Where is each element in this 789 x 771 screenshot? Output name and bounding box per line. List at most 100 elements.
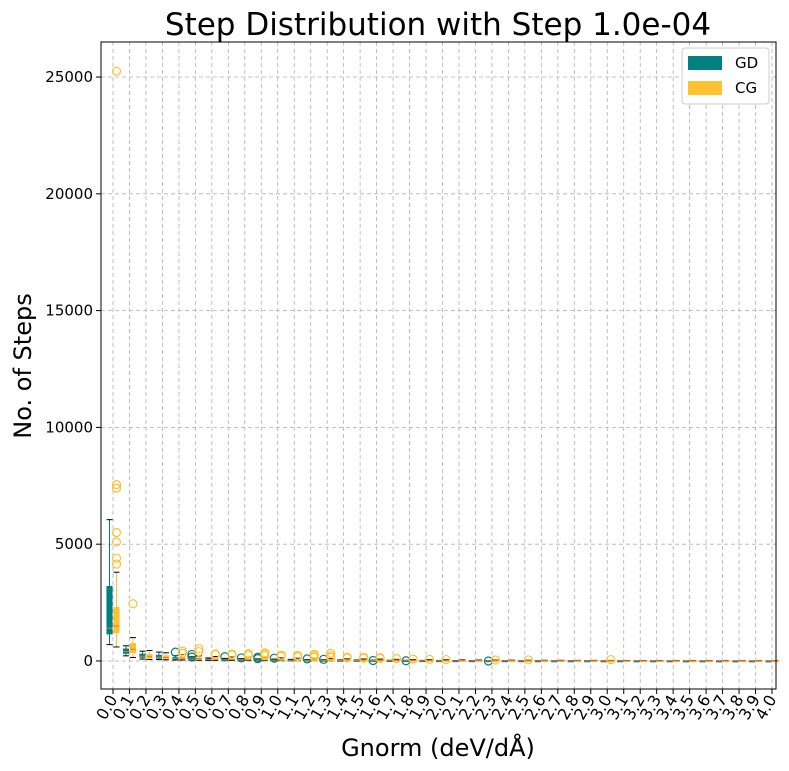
box-cg <box>326 648 336 663</box>
flier-point <box>243 648 253 659</box>
box-gd <box>567 660 574 663</box>
box-gd <box>748 660 756 663</box>
box-cg <box>342 652 352 663</box>
box-gd <box>139 650 146 660</box>
y-ticks: 0 5000 10000 15000 20000 25000 <box>45 68 101 670</box>
box-gd <box>155 651 162 661</box>
box-gd <box>584 660 591 663</box>
flier-point <box>375 653 385 663</box>
flier-point <box>128 599 138 609</box>
flier-point <box>111 527 122 538</box>
flier-point <box>111 480 122 490</box>
box-gd <box>633 660 640 663</box>
box-cg <box>640 660 647 663</box>
flier-point <box>523 655 533 665</box>
y-tick-label: 15000 <box>45 302 93 320</box>
box-gd <box>666 660 673 663</box>
box-gd <box>353 659 360 662</box>
box-cg <box>459 659 466 662</box>
box-cg <box>723 660 730 663</box>
box-cg <box>194 644 204 661</box>
box-cg <box>706 660 713 663</box>
box-cg <box>441 654 451 665</box>
flier-point <box>441 654 451 665</box>
flier-point <box>309 649 319 659</box>
box-gd <box>468 660 476 663</box>
box-cg <box>541 659 548 663</box>
flier-point <box>359 652 369 663</box>
y-tick-label: 5000 <box>55 535 93 553</box>
box-cg <box>177 646 187 661</box>
box-gd <box>518 660 525 663</box>
y-tick-label: 25000 <box>45 68 93 86</box>
box-gd <box>337 659 344 662</box>
box-gd <box>699 660 706 663</box>
box-cg <box>424 654 435 664</box>
box-gd <box>253 652 263 664</box>
box-gd <box>386 659 393 663</box>
box-cg <box>359 652 369 663</box>
box-cg <box>690 660 697 663</box>
box-body <box>139 653 146 658</box>
y-tick-label: 0 <box>83 652 93 670</box>
flier-point <box>187 652 197 662</box>
flier-point <box>177 646 187 656</box>
flier-point <box>342 652 352 662</box>
box-gd <box>683 660 690 663</box>
flier-point <box>227 649 237 659</box>
box-gd <box>617 660 624 663</box>
box-gd <box>551 660 558 663</box>
flier-point <box>424 654 435 664</box>
y-tick-label: 10000 <box>45 418 93 436</box>
box-gd <box>501 660 508 663</box>
flier-point <box>194 647 204 657</box>
y-tick-label: 20000 <box>45 185 93 203</box>
box-cg <box>162 652 169 661</box>
x-axis-label: Gnorm (deV/dÅ) <box>341 733 535 762</box>
legend-label-gd: GD <box>735 54 758 72</box>
flier-point <box>408 654 418 664</box>
flier-point <box>111 553 122 563</box>
flier-point <box>326 648 336 658</box>
box-cg <box>243 648 253 662</box>
box-cg <box>739 660 746 663</box>
box-cg <box>260 648 270 662</box>
flier-point <box>606 654 616 665</box>
flier-point <box>111 559 122 569</box>
legend-swatch-cg <box>688 81 722 95</box>
flier-point <box>111 483 122 493</box>
box-gd <box>106 519 113 646</box>
flier-point <box>260 648 270 658</box>
box-cg <box>523 655 533 665</box>
box-gd <box>435 659 443 663</box>
box-cg <box>309 649 319 662</box>
flier-point <box>326 651 336 661</box>
box-gd <box>483 656 494 666</box>
chart-title: Step Distribution with Step 1.0e-04 <box>165 7 711 43</box>
box-gd <box>716 660 723 663</box>
box-cg <box>391 654 402 664</box>
box-body <box>113 606 120 634</box>
box-cg <box>591 659 598 663</box>
box-gd <box>600 660 607 663</box>
box-cg <box>293 650 303 662</box>
flier-point <box>210 649 220 659</box>
box-cg <box>490 655 501 665</box>
flier-point <box>111 537 122 547</box>
flier-point <box>293 650 303 660</box>
box-gd <box>368 655 378 666</box>
box-gd <box>220 652 230 662</box>
box-gd <box>765 660 772 663</box>
plot-frame <box>100 41 777 690</box>
box-gd <box>287 658 294 662</box>
box-gd <box>732 660 739 663</box>
flier-point <box>391 654 402 664</box>
box-body <box>129 643 137 654</box>
box-cg <box>276 650 286 662</box>
box-gd <box>650 660 657 663</box>
box-cg <box>375 653 385 664</box>
box-gd <box>534 660 541 663</box>
box-cg <box>408 654 418 664</box>
